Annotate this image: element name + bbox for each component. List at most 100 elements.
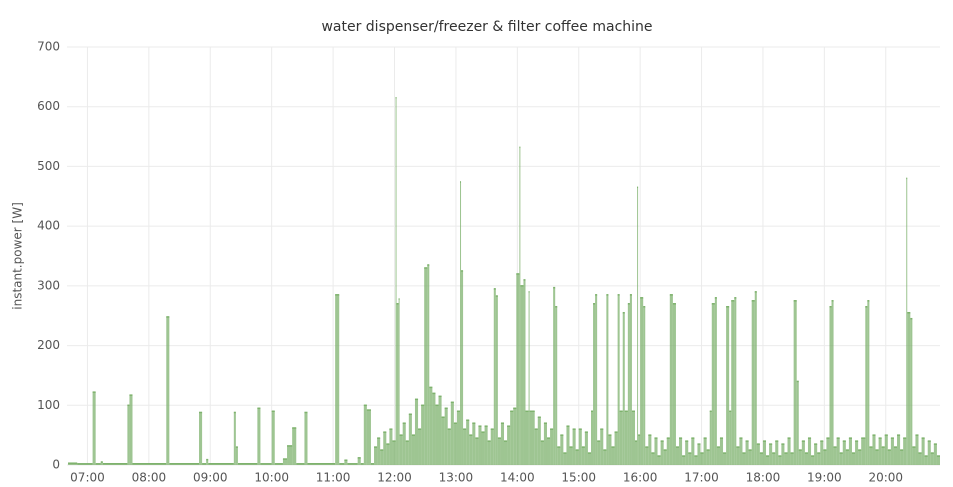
power-step <box>711 303 715 465</box>
power-step <box>685 441 689 465</box>
power-step <box>745 441 749 465</box>
power-step <box>466 420 470 465</box>
power-step <box>820 441 824 465</box>
power-step <box>796 381 799 465</box>
power-step <box>456 411 461 465</box>
power-step <box>557 447 561 465</box>
y-tick-label: 600 <box>37 99 60 113</box>
power-step <box>694 456 698 465</box>
power-step <box>469 435 473 465</box>
power-step <box>906 178 908 465</box>
power-step <box>510 411 514 465</box>
power-step <box>441 417 445 465</box>
power-step <box>691 438 695 465</box>
power-step <box>893 447 898 465</box>
power-step <box>627 303 630 465</box>
power-step <box>233 412 236 465</box>
power-step <box>851 453 856 465</box>
power-step <box>619 411 623 465</box>
power-step <box>525 411 529 465</box>
power-step <box>424 267 428 465</box>
power-step <box>546 438 551 465</box>
power-step <box>861 438 866 465</box>
power-step <box>729 411 732 465</box>
y-tick-label: 200 <box>37 338 60 352</box>
power-step <box>654 438 658 465</box>
power-step <box>414 399 419 465</box>
power-step <box>697 444 701 465</box>
power-step <box>575 450 579 465</box>
power-step <box>507 426 511 465</box>
power-step <box>429 387 433 465</box>
power-step <box>709 411 712 465</box>
power-step <box>614 432 618 465</box>
power-step <box>389 429 393 465</box>
power-step <box>865 306 868 465</box>
x-tick-label: 14:00 <box>500 471 535 485</box>
power-step <box>363 405 367 465</box>
power-step <box>751 300 755 465</box>
power-step <box>669 294 673 465</box>
power-step <box>572 429 576 465</box>
x-tick-label: 20:00 <box>868 471 903 485</box>
power-step <box>762 441 767 465</box>
power-step <box>292 427 297 465</box>
power-step <box>435 405 439 465</box>
power-step <box>772 453 776 465</box>
power-step <box>793 300 797 465</box>
power-step <box>836 438 840 465</box>
power-step <box>784 453 788 465</box>
y-tick-label: 0 <box>52 458 60 472</box>
x-tick-label: 07:00 <box>70 471 105 485</box>
power-step <box>402 423 406 465</box>
power-step <box>672 303 676 465</box>
power-step <box>584 432 588 465</box>
power-step <box>418 429 422 465</box>
power-step <box>475 438 479 465</box>
power-step <box>817 453 821 465</box>
power-step <box>282 459 288 465</box>
power-step <box>593 303 596 465</box>
power-step <box>271 411 275 465</box>
x-tick-label: 12:00 <box>377 471 412 485</box>
power-step <box>622 312 625 465</box>
power-step <box>734 297 737 465</box>
power-step <box>603 450 607 465</box>
power-step <box>872 435 876 465</box>
power-step <box>878 438 882 465</box>
power-step <box>826 438 830 465</box>
power-step <box>199 412 203 465</box>
power-step <box>666 438 670 465</box>
power-step <box>366 410 371 465</box>
power-step <box>790 453 794 465</box>
power-step <box>587 453 592 465</box>
power-step <box>748 450 752 465</box>
power-step <box>399 435 403 465</box>
power-step <box>600 429 604 465</box>
power-step <box>798 450 802 465</box>
power-step <box>427 264 430 465</box>
power-step <box>651 453 655 465</box>
power-step <box>930 453 934 465</box>
power-step <box>516 273 520 465</box>
power-step <box>912 447 916 465</box>
power-step <box>377 438 381 465</box>
power-step <box>472 423 476 465</box>
power-step <box>569 447 573 465</box>
power-step <box>534 429 538 465</box>
power-step <box>903 438 907 465</box>
power-step <box>408 414 412 465</box>
power-step <box>833 447 837 465</box>
power-step <box>875 450 879 465</box>
power-step <box>801 441 805 465</box>
power-step <box>611 447 615 465</box>
power-step <box>759 453 763 465</box>
x-tick-label: 15:00 <box>561 471 596 485</box>
y-axis-label: instant.power [W] <box>11 202 25 310</box>
power-step <box>624 411 628 465</box>
power-step <box>645 447 649 465</box>
power-step <box>383 432 387 465</box>
power-step <box>811 456 815 465</box>
x-tick-label: 18:00 <box>746 471 781 485</box>
